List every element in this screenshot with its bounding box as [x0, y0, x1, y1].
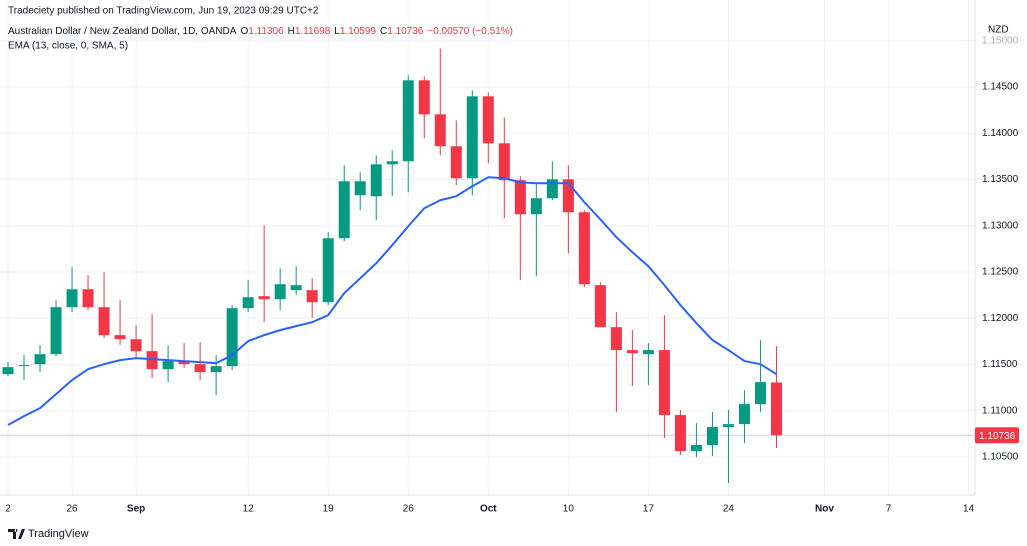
- grid: [0, 0, 975, 495]
- candle-body: [370, 164, 382, 197]
- x-tick-label: 19: [323, 504, 335, 515]
- y-tick-label: 1.14000: [982, 128, 1019, 139]
- legend: Tradeciety published on TradingView.com,…: [8, 6, 513, 52]
- ohlc-value: 1.11306: [248, 26, 284, 37]
- candle-body: [722, 424, 734, 428]
- ohlc-value: 1.10736: [387, 26, 424, 37]
- last-price-box: [975, 427, 1019, 444]
- candle-body: [498, 143, 510, 181]
- y-tick-label: 1.12500: [982, 267, 1019, 278]
- candle-body: [610, 327, 622, 351]
- candle-body: [258, 296, 270, 300]
- x-tick-label: 14: [963, 504, 975, 515]
- candle-body: [626, 350, 638, 354]
- candle-body: [2, 367, 14, 375]
- candle-body: [466, 96, 478, 179]
- currency: NZD: [988, 25, 1009, 36]
- candle-body: [114, 335, 126, 340]
- candle-body: [658, 350, 670, 416]
- y-tick-label: 1.13500: [982, 174, 1019, 185]
- candle-body: [130, 339, 142, 352]
- candle-body: [546, 179, 558, 199]
- change: −0.00570 (−0.51%): [427, 26, 513, 37]
- x-tick-label: 2: [5, 504, 11, 515]
- candle-body: [18, 365, 30, 367]
- ohlc-label: H: [288, 26, 295, 37]
- candle-body: [82, 289, 94, 308]
- y-tick-label: 1.11000: [982, 405, 1018, 416]
- last-price-label: 1.10736: [979, 431, 1016, 442]
- candle-body: [402, 80, 414, 162]
- logo: [8, 529, 25, 539]
- x-tick-label: 17: [643, 504, 655, 515]
- candle-body: [34, 354, 46, 365]
- candle-body: [242, 297, 254, 309]
- ohlc-value: 1.11698: [295, 26, 331, 37]
- candle-body: [450, 146, 462, 179]
- candle-body: [562, 179, 574, 213]
- x-tick-label: Oct: [480, 504, 497, 515]
- candle-body: [482, 96, 494, 144]
- x-tick-label: 24: [723, 504, 735, 515]
- candle-body: [642, 350, 654, 355]
- candle-body: [754, 382, 766, 405]
- x-tick-label: 12: [243, 504, 255, 515]
- ohlc-label: L: [334, 26, 340, 37]
- candle-body: [690, 445, 702, 452]
- x-tick-label: Nov: [815, 504, 834, 515]
- y-tick-label: 1.15000: [982, 35, 1019, 46]
- candle-body: [386, 161, 398, 165]
- candle-body: [706, 427, 718, 446]
- candle-body: [738, 404, 750, 425]
- candle-body: [226, 308, 238, 367]
- ohlc-label: C: [380, 26, 387, 37]
- x-tick-label: 26: [66, 504, 78, 515]
- y-tick-label: 1.11500: [982, 359, 1018, 370]
- candle-body: [66, 289, 78, 308]
- ema-line: [7, 176, 778, 426]
- ohlc-label: O: [240, 26, 248, 37]
- y-tick-label: 1.13000: [982, 220, 1019, 231]
- candle-body: [162, 361, 174, 370]
- candle-body: [322, 238, 334, 303]
- candle-body: [530, 198, 542, 215]
- watermark-text: TradingView: [28, 528, 89, 540]
- x-tick-label: 10: [563, 504, 575, 515]
- y-tick-label: 1.12000: [982, 313, 1019, 324]
- candle-body: [594, 285, 606, 328]
- candle-body: [338, 181, 350, 239]
- candle-body: [178, 361, 190, 365]
- y-tick-label: 1.10500: [982, 452, 1019, 463]
- x-tick-label: Sep: [127, 504, 145, 515]
- candle-body: [514, 180, 526, 215]
- candle-body: [98, 307, 110, 336]
- x-tick-label: 7: [886, 504, 892, 515]
- candle-body: [306, 290, 318, 303]
- candle-body: [274, 284, 286, 300]
- candle-body: [194, 364, 206, 373]
- watermark: TradingView: [8, 528, 89, 540]
- candle-body: [210, 366, 222, 373]
- candle-body: [578, 212, 590, 285]
- x-tick-label: 26: [403, 504, 415, 515]
- plot: [0, 48, 975, 484]
- legend-entry: EMA (13, close, 0, SMA, 5): [8, 41, 128, 52]
- candle-body: [434, 114, 446, 147]
- ohlc-value: 1.10599: [340, 26, 377, 37]
- y-tick-label: 1.14500: [982, 82, 1019, 93]
- legend-line: Australian Dollar / New Zealand Dollar, …: [8, 26, 513, 37]
- candle-body: [50, 307, 62, 355]
- candle-body: [290, 285, 302, 291]
- candle-body: [354, 181, 366, 196]
- candle-body: [674, 415, 686, 452]
- candle-body: [418, 80, 430, 115]
- candle-body: [770, 382, 782, 436]
- symbol: Australian Dollar / New Zealand Dollar, …: [8, 26, 237, 37]
- header: Tradeciety published on TradingView.com,…: [8, 6, 319, 17]
